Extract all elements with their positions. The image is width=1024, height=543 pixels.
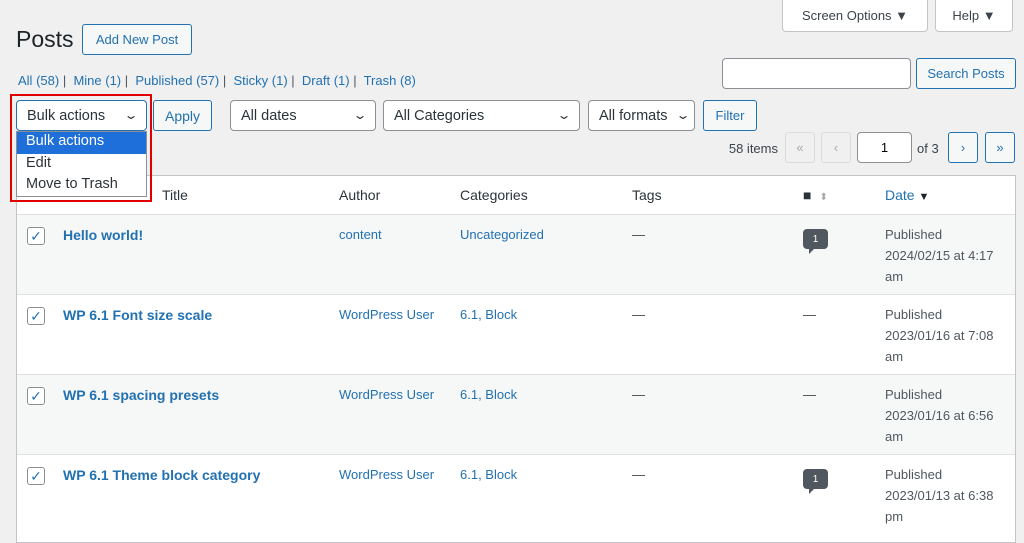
column-author: Author [339,187,381,203]
categories-value: All Categories [394,107,485,124]
author-link[interactable]: content [339,227,382,242]
column-date[interactable]: Date ▼ [885,187,929,203]
date: 2024/02/15 at 4:17 [885,248,994,263]
option-move-to-trash[interactable]: Move to Trash [26,176,118,192]
row-checkbox[interactable]: ✓ [27,387,45,405]
chevron-down-icon: ⌄ [352,108,368,122]
date-ampm: am [885,269,904,284]
formats-filter-select[interactable]: All formats ⌄ [588,100,695,131]
date: 2023/01/16 at 7:08 [885,328,994,343]
status: Published [885,307,943,322]
column-categories: Categories [460,187,528,203]
status: Published [885,387,943,402]
total-pages: of 3 [917,141,939,156]
post-title-link[interactable]: WP 6.1 Theme block category [63,467,261,483]
post-status-views: All (58) | Mine (1) | Published (57) | S… [18,73,416,88]
post-title-link[interactable]: Hello world! [63,227,144,243]
tags-value: — [632,307,645,322]
page-title: Posts [16,26,74,52]
author-link[interactable]: WordPress User [339,307,435,322]
date-label: Date [885,187,915,203]
column-title[interactable]: Title [162,187,188,203]
comment-count: — [803,387,816,402]
post-title-link[interactable]: WP 6.1 spacing presets [63,387,220,403]
help-button[interactable]: Help ▼ [935,0,1013,32]
categories-filter-select[interactable]: All Categories ⌄ [383,100,580,131]
comment-count: — [803,307,816,322]
add-new-post-button[interactable]: Add New Post [82,24,192,55]
date-ampm: pm [885,509,904,524]
view-trash[interactable]: Trash (8) [363,73,416,88]
author-link[interactable]: WordPress User [339,467,435,482]
table-row: ✓ Hello world! content Uncategorized — 1… [17,214,1015,294]
current-page-input[interactable] [857,132,912,163]
tags-value: — [632,467,645,482]
row-checkbox[interactable]: ✓ [27,307,45,325]
apply-button[interactable]: Apply [153,100,212,131]
sort-desc-icon: ▼ [918,191,930,203]
chevron-down-icon: ⌄ [556,108,572,122]
bulk-actions-select[interactable]: Bulk actions ⌄ [16,100,147,131]
post-title-link[interactable]: WP 6.1 Font size scale [63,307,213,323]
categories-link[interactable]: 6.1, Block [460,307,518,322]
table-row: ✓ WP 6.1 spacing presets WordPress User … [17,374,1015,454]
table-row: ✓ WP 6.1 Theme block category WordPress … [17,454,1015,534]
status: Published [885,227,943,242]
categories-link[interactable]: 6.1, Block [460,387,518,402]
post-date: Published 2023/01/16 at 7:08 am [885,304,993,367]
view-sticky[interactable]: Sticky (1) [233,73,288,88]
column-tags: Tags [632,187,662,203]
option-edit[interactable]: Edit [26,155,51,171]
comment-count-bubble[interactable]: 1 [803,469,828,494]
comment-count-bubble[interactable]: 1 [803,229,828,254]
categories-link[interactable]: Uncategorized [460,227,544,242]
dates-value: All dates [241,107,297,124]
view-draft[interactable]: Draft (1) [301,73,350,88]
highlight-box [10,94,152,202]
prev-page-button[interactable]: ‹ [821,132,851,163]
formats-value: All formats [599,107,668,124]
option-bulk-actions[interactable]: Bulk actions [17,132,146,154]
date-ampm: am [885,349,904,364]
screen-options-button[interactable]: Screen Options ▼ [782,0,928,32]
filter-button[interactable]: Filter [703,100,757,131]
dates-filter-select[interactable]: All dates ⌄ [230,100,376,131]
bulk-actions-dropdown: Bulk actions Edit Move to Trash [16,131,147,197]
categories-link[interactable]: 6.1, Block [460,467,518,482]
items-count: 58 items [728,141,778,156]
view-published[interactable]: Published (57) [135,73,220,88]
date: 2023/01/13 at 6:38 [885,488,994,503]
post-date: Published 2023/01/13 at 6:38 pm [885,464,993,527]
next-page-button[interactable]: › [948,132,978,163]
chevron-down-icon: ⌄ [675,108,691,122]
bulk-actions-value: Bulk actions [27,107,106,124]
search-posts-button[interactable]: Search Posts [916,58,1016,89]
row-checkbox[interactable]: ✓ [27,467,45,485]
view-all[interactable]: All (58) [18,73,60,88]
row-checkbox[interactable]: ✓ [27,227,45,245]
date: 2023/01/16 at 6:56 [885,408,994,423]
last-page-button[interactable]: » [985,132,1015,163]
table-row: ✓ WP 6.1 Font size scale WordPress User … [17,294,1015,374]
posts-table: Title Author Categories Tags ■ ⬍ Date ▼ ✓… [16,175,1016,543]
chevron-down-icon: ⌄ [123,108,139,122]
post-date: Published 2024/02/15 at 4:17 am [885,224,993,287]
search-input[interactable] [722,58,911,89]
first-page-button[interactable]: « [785,132,815,163]
view-mine[interactable]: Mine (1) [73,73,122,88]
post-date: Published 2023/01/16 at 6:56 am [885,384,993,447]
author-link[interactable]: WordPress User [339,387,435,402]
date-ampm: am [885,429,904,444]
comments-column-icon[interactable]: ■ ⬍ [803,187,828,203]
sort-icon: ⬍ [819,192,828,203]
tags-value: — [632,387,645,402]
status: Published [885,467,943,482]
tags-value: — [632,227,645,242]
